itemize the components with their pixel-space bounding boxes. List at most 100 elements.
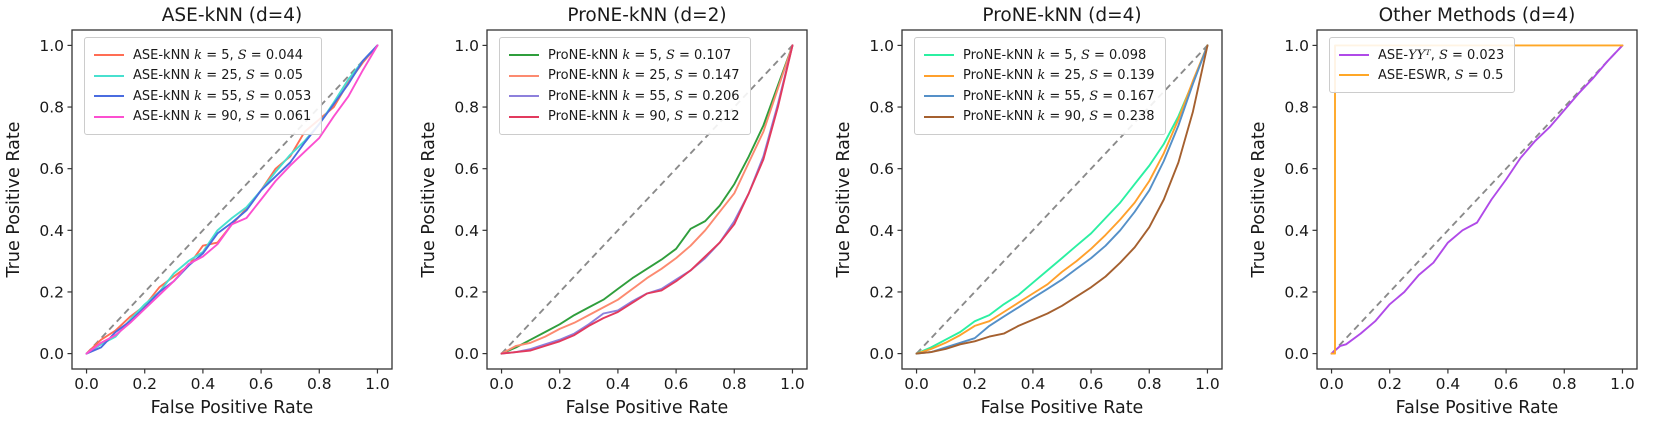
y-tick-label: 1.0 (39, 37, 64, 55)
y-tick-label: 0.0 (454, 345, 479, 363)
x-tick-label: 0.4 (606, 375, 631, 393)
x-tick-label: 1.0 (1610, 375, 1635, 393)
x-tick-label: 0.6 (249, 375, 274, 393)
legend-item: ProNE-kNN k = 5, S = 0.107 (509, 49, 740, 62)
legend-line-swatch (924, 95, 954, 98)
y-tick-label: 0.6 (869, 160, 894, 178)
roc-curve (915, 44, 1209, 355)
x-tick-label: 0.2 (132, 375, 157, 393)
legend-label: ASE-kNN k = 55, S = 0.053 (133, 88, 312, 104)
roc-curve (85, 44, 379, 355)
x-axis-label: False Positive Rate (1396, 398, 1559, 418)
chart-other-methods-d4: Other Methods (d=4) 0.0 0.2 0.4 0.6 0.8 1.0 0.0… (1245, 0, 1660, 434)
y-tick-label: 0.0 (869, 345, 894, 363)
legend-item: ASE-ESWR, S = 0.5 (1339, 69, 1504, 82)
chart-ase-knn-d4: ASE-kNN (d=4) 0.0 0.2 0.4 0.6 0.8 1.0 0.0 0.2 0.4… (0, 0, 415, 434)
roc-curve (500, 44, 794, 355)
roc-curve (915, 44, 1209, 355)
plot-prone-knn-d4: ProNE-kNN (d=4) 0.0 0.2 0.4 0.6 0.8 1.0 0.0 0.2 0… (834, 5, 1223, 418)
legend-item: ProNE-kNN k = 90, S = 0.238 (924, 110, 1155, 123)
x-tick-label: 0.0 (904, 375, 929, 393)
x-tick-label: 0.2 (547, 375, 572, 393)
axes-frame (901, 29, 1223, 370)
legend-line-swatch (509, 115, 539, 118)
legend-line-swatch (94, 115, 124, 118)
legend-line-swatch (1339, 74, 1369, 76)
axes-frame (1316, 29, 1638, 370)
roc-curve (500, 44, 794, 355)
plot-other-methods-d4: Other Methods (d=4) 0.0 0.2 0.4 0.6 0.8 1.0 0.0… (1249, 5, 1638, 418)
y-tick-label: 0.2 (454, 283, 479, 301)
legend-label: ProNE-kNN k = 25, S = 0.147 (548, 68, 740, 84)
chance-diagonal (85, 44, 379, 355)
plot-prone-knn-d2: ProNE-kNN (d=2) 0.0 0.2 0.4 0.6 0.8 1.0 0.0 0.2 0… (419, 5, 808, 418)
legend-label: ProNE-kNN k = 90, S = 0.238 (963, 109, 1155, 125)
plot-title: ProNE-kNN (d=4) (982, 5, 1141, 26)
x-tick-label: 1.0 (1195, 375, 1220, 393)
y-axis-label: True Positive Rate (419, 122, 439, 279)
axes-frame (71, 29, 393, 370)
plot-title: ASE-kNN (d=4) (162, 5, 302, 26)
plot-title: Other Methods (d=4) (1379, 5, 1576, 26)
y-tick-label: 1.0 (1284, 37, 1309, 55)
roc-curve (85, 44, 379, 355)
y-tick-label: 0.2 (39, 283, 64, 301)
legend-item: ASE-kNN k = 5, S = 0.044 (94, 49, 311, 62)
y-tick-label: 0.0 (39, 345, 64, 363)
y-tick-label: 0.6 (39, 160, 64, 178)
x-tick-label: 0.4 (1021, 375, 1046, 393)
legend-line-swatch (924, 74, 954, 77)
legend-item: ASE-kNN k = 90, S = 0.061 (94, 110, 311, 123)
y-tick-label: 0.2 (869, 283, 894, 301)
legend-label: ProNE-kNN k = 55, S = 0.167 (963, 88, 1155, 104)
y-tick-label: 0.6 (1284, 160, 1309, 178)
y-tick-label: 0.0 (1284, 345, 1309, 363)
legend: ProNE-kNN k = 5, S = 0.098 ProNE-kNN k = … (914, 37, 1166, 135)
x-tick-label: 0.8 (1137, 375, 1162, 393)
y-tick-label: 0.4 (454, 222, 479, 240)
legend-item: ProNE-kNN k = 55, S = 0.206 (509, 90, 740, 103)
plot-title: ProNE-kNN (d=2) (567, 5, 726, 26)
chart-prone-knn-d4: ProNE-kNN (d=4) 0.0 0.2 0.4 0.6 0.8 1.0 0.0 0.2 0… (830, 0, 1245, 434)
legend-line-swatch (94, 95, 124, 98)
x-axis-label: False Positive Rate (151, 398, 314, 418)
x-tick-label: 0.8 (307, 375, 332, 393)
y-tick-label: 0.4 (869, 222, 894, 240)
legend-line-swatch (1339, 54, 1369, 56)
legend-label: ASE-YYᵀ, S = 0.023 (1378, 47, 1505, 63)
legend-label: ProNE-kNN k = 90, S = 0.212 (548, 109, 740, 125)
legend-label: ProNE-kNN k = 5, S = 0.098 (963, 47, 1147, 63)
y-axis-label: True Positive Rate (4, 122, 24, 279)
chart-prone-knn-d2: ProNE-kNN (d=2) 0.0 0.2 0.4 0.6 0.8 1.0 0.0 0.2 0… (415, 0, 830, 434)
x-tick-label: 0.0 (74, 375, 99, 393)
x-tick-label: 0.8 (1552, 375, 1577, 393)
y-tick-label: 0.8 (869, 99, 894, 117)
roc-curve (915, 44, 1209, 355)
y-tick-label: 0.2 (1284, 283, 1309, 301)
x-tick-label: 0.2 (1377, 375, 1402, 393)
y-axis-label: True Positive Rate (834, 122, 854, 279)
legend-line-swatch (94, 54, 124, 57)
legend: ASE-YYᵀ, S = 0.023 ASE-ESWR, S = 0.5 (1329, 37, 1516, 93)
y-tick-label: 0.4 (39, 222, 64, 240)
legend-label: ProNE-kNN k = 5, S = 0.107 (548, 47, 732, 63)
legend-item: ProNE-kNN k = 55, S = 0.167 (924, 90, 1155, 103)
x-tick-label: 0.6 (664, 375, 689, 393)
y-tick-label: 1.0 (869, 37, 894, 55)
x-tick-label: 0.2 (962, 375, 987, 393)
roc-curve (915, 44, 1209, 355)
y-tick-label: 1.0 (454, 37, 479, 55)
roc-curve (500, 44, 794, 355)
y-tick-label: 0.8 (454, 99, 479, 117)
y-tick-label: 0.6 (454, 160, 479, 178)
legend-line-swatch (509, 74, 539, 77)
x-tick-label: 0.0 (1319, 375, 1344, 393)
chance-diagonal (1330, 44, 1624, 355)
legend-item: ASE-kNN k = 25, S = 0.05 (94, 69, 311, 82)
y-tick-label: 0.8 (39, 99, 64, 117)
legend-line-swatch (924, 54, 954, 57)
legend-label: ASE-kNN k = 5, S = 0.044 (133, 47, 304, 63)
x-tick-label: 0.4 (191, 375, 216, 393)
x-tick-label: 1.0 (780, 375, 805, 393)
